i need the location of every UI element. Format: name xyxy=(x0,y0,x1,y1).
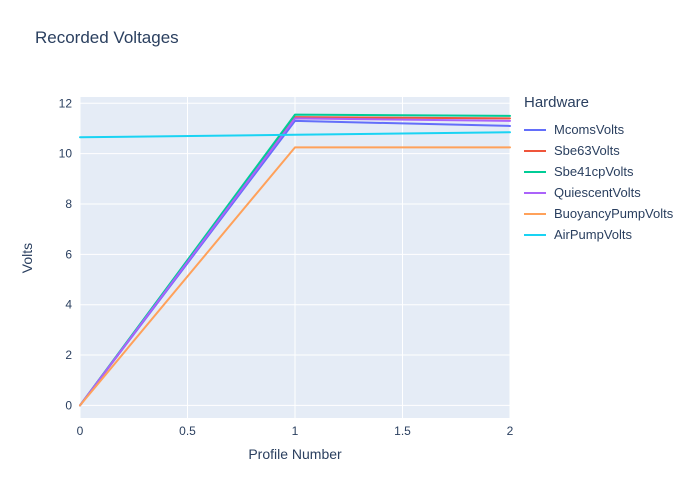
series-line-QuiescentVolts[interactable] xyxy=(79,117,511,407)
legend-item-QuiescentVolts[interactable]: QuiescentVolts xyxy=(524,182,673,203)
x-tick-label: 0.5 xyxy=(179,424,196,438)
legend-swatch-line xyxy=(524,212,546,215)
legend-item-McomsVolts[interactable]: McomsVolts xyxy=(524,119,673,140)
x-tick-label: 2 xyxy=(507,424,514,438)
x-tick-label: 0 xyxy=(77,424,84,438)
legend-swatch-line xyxy=(524,149,546,152)
x-axis-title: Profile Number xyxy=(248,446,342,462)
x-tick-label: 1.5 xyxy=(394,424,411,438)
y-tick-label: 8 xyxy=(65,197,72,211)
legend-swatch-line xyxy=(524,170,546,173)
legend-title: Hardware xyxy=(524,94,590,111)
legend-items: McomsVolts Sbe63Volts Sbe41cpVolts Quiescen… xyxy=(524,119,673,245)
legend-label: AirPumpVolts xyxy=(554,227,633,242)
y-tick-label: 12 xyxy=(59,96,73,110)
y-tick-label: 2 xyxy=(65,348,72,362)
series-line-AirPumpVolts[interactable] xyxy=(79,131,511,139)
y-tick-label: 10 xyxy=(59,147,73,161)
legend-label: McomsVolts xyxy=(554,122,625,137)
y-tick-label: 0 xyxy=(65,398,72,412)
legend-item-AirPumpVolts[interactable]: AirPumpVolts xyxy=(524,224,673,245)
legend-label: BuoyancyPumpVolts xyxy=(554,206,674,221)
legend-label: Sbe63Volts xyxy=(554,143,620,158)
legend-swatch-line xyxy=(524,233,546,236)
legend-label: QuiescentVolts xyxy=(554,185,641,200)
y-axis-title: Volts xyxy=(19,242,35,274)
legend-item-Sbe63Volts[interactable]: Sbe63Volts xyxy=(524,140,673,161)
series-line-BuoyancyPumpVolts[interactable] xyxy=(79,146,511,407)
legend-item-Sbe41cpVolts[interactable]: Sbe41cpVolts xyxy=(524,161,673,182)
legend-item-BuoyancyPumpVolts[interactable]: BuoyancyPumpVolts xyxy=(524,203,673,224)
x-tick-label: 1 xyxy=(292,424,299,438)
chart-title: Recorded Voltages xyxy=(35,28,179,47)
legend-swatch-line xyxy=(524,128,546,131)
y-tick-label: 6 xyxy=(65,247,72,261)
y-tick-label: 4 xyxy=(65,298,72,312)
legend: Hardware McomsVolts Sbe63Volts Sbe41cpVolt… xyxy=(524,94,673,245)
legend-swatch-line xyxy=(524,191,546,194)
legend-label: Sbe41cpVolts xyxy=(554,164,634,179)
